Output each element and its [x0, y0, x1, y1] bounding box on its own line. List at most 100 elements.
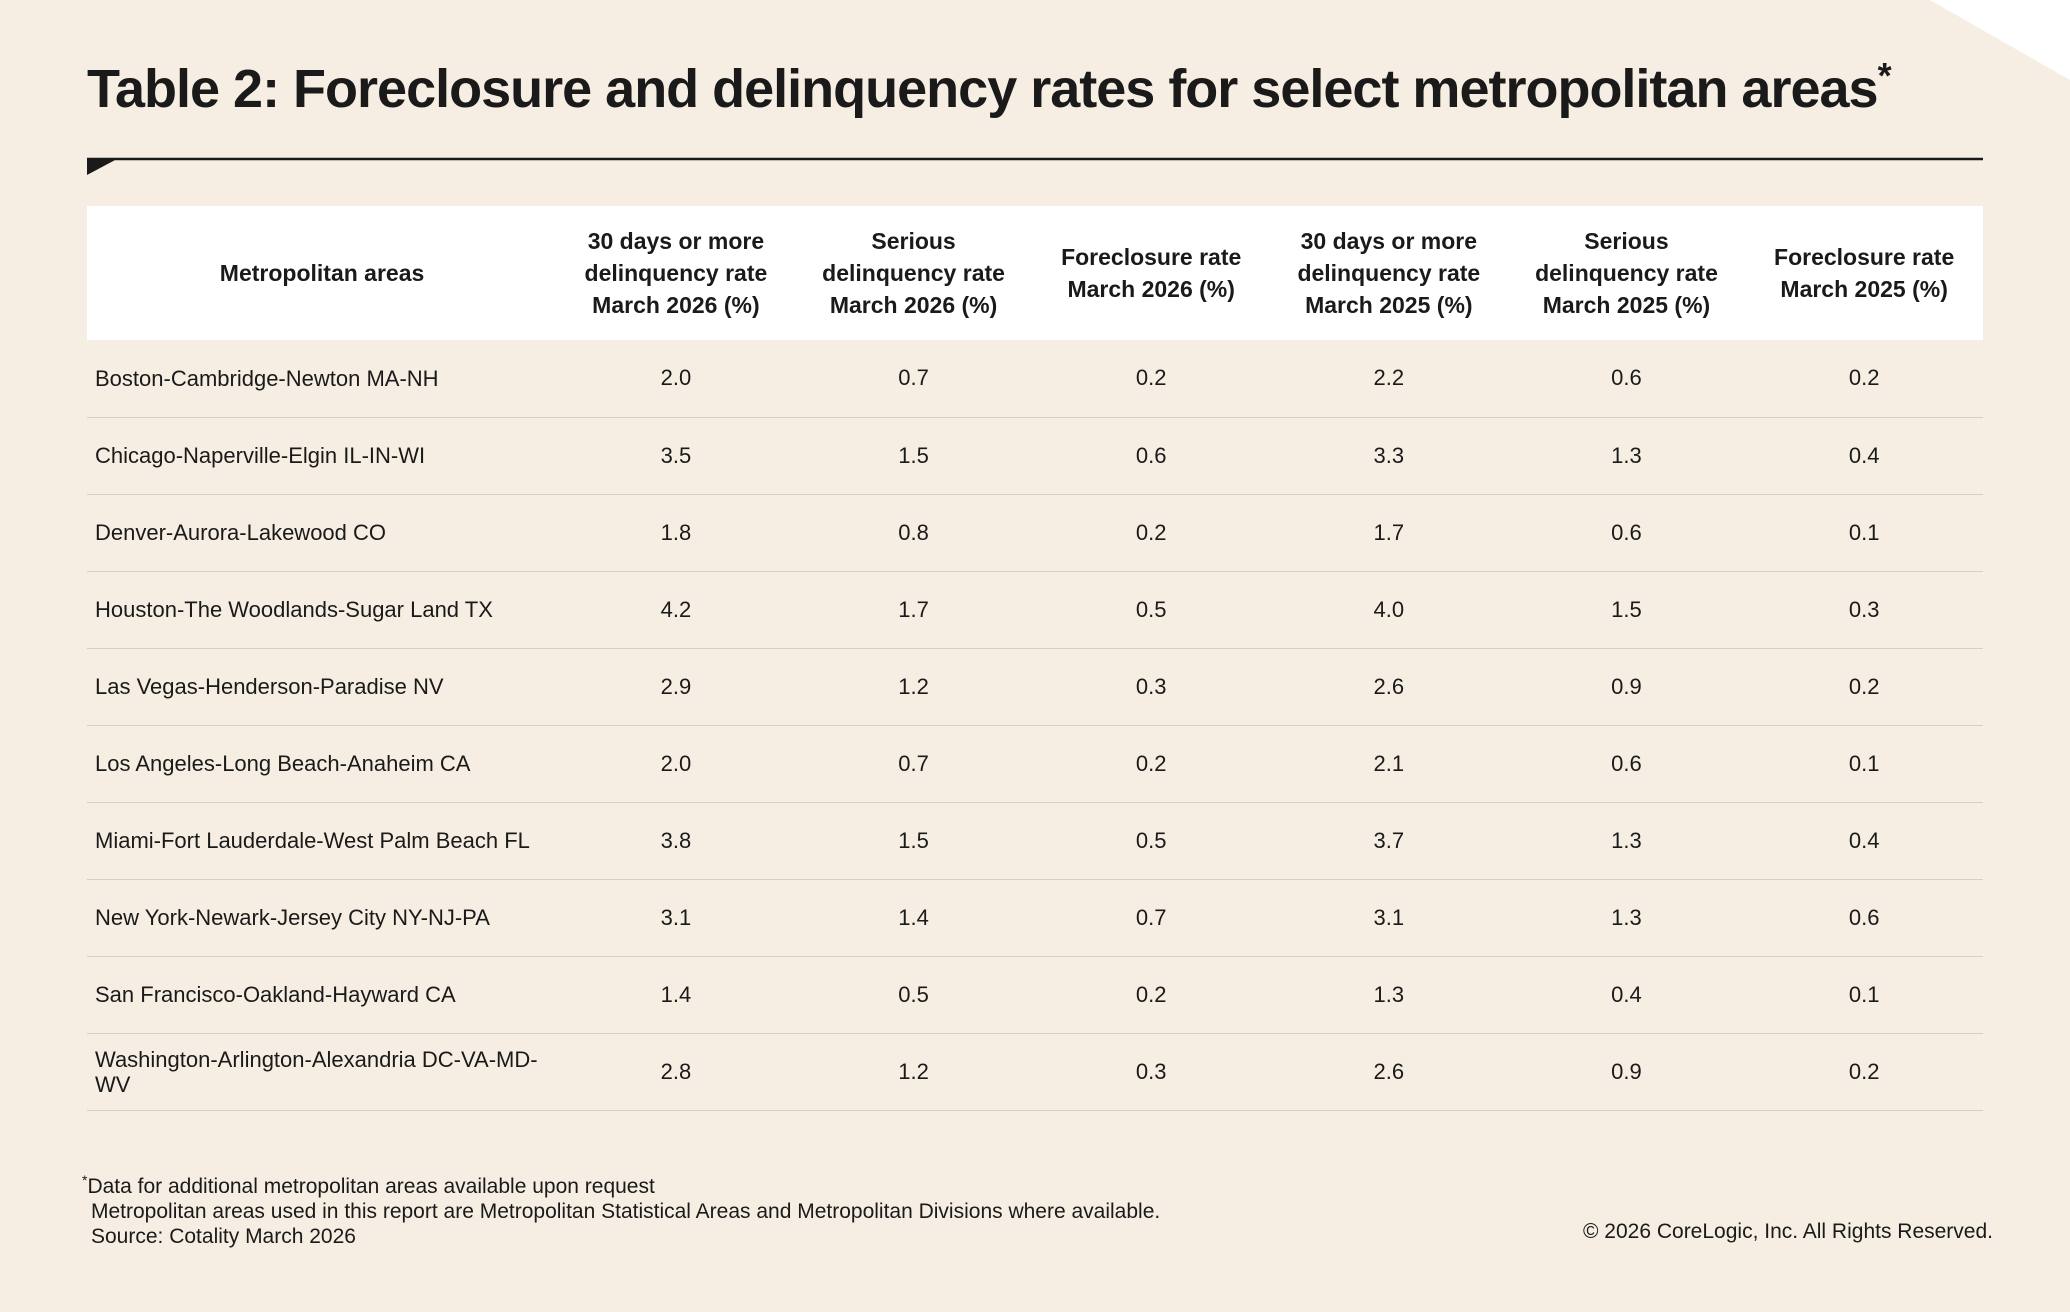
rate-cell: 1.2: [898, 1058, 929, 1084]
table-row: San Francisco-Oakland-Hayward CA 1.4 0.5 0.…: [87, 956, 1983, 1033]
rate-cell: 1.3: [1611, 904, 1642, 930]
rate-cell: 0.2: [1848, 673, 1880, 699]
rate-cell: 0.2: [1135, 750, 1167, 776]
table-row: Los Angeles-Long Beach-Anaheim CA 2.0 0.7 0…: [87, 725, 1983, 802]
rate-cell: 0.2: [1135, 981, 1167, 1007]
column-header-0: Metropolitan areas: [87, 206, 557, 340]
rate-cell: 4.0: [1373, 596, 1405, 622]
rate-cell: 0.5: [898, 981, 929, 1007]
table-row: Denver-Aurora-Lakewood CO 1.8 0.8 0.2 1.7 0.6…: [87, 494, 1983, 571]
rates-table-container: Metropolitan areas 30 days or more delinqu…: [87, 206, 1983, 1111]
title-text: Table 2: Foreclosure and delinquency rat…: [87, 59, 1879, 119]
rate-cell: 1.5: [1611, 596, 1642, 622]
rate-cell: 0.6: [1611, 365, 1642, 391]
table-row: Washington-Arlington-Alexandria DC-VA-MD…: [87, 1033, 1983, 1110]
rate-cell: 0.1: [1848, 981, 1880, 1007]
rate-cell: 1.4: [660, 981, 692, 1007]
column-header-3: Foreclosure rate March 2026 (%): [1032, 206, 1270, 340]
rate-cell: 2.0: [660, 365, 692, 391]
column-header-line: March 2026 (%): [592, 292, 760, 318]
page-title: Table 2: Foreclosure and delinquency rat…: [87, 55, 1892, 120]
rate-cell: 0.9: [1611, 673, 1642, 699]
table-row: Miami-Fort Lauderdale-West Palm Beach FL…: [87, 802, 1983, 879]
column-header-6: Foreclosure rate March 2025 (%): [1745, 206, 1983, 340]
rate-cell: 1.3: [1611, 827, 1642, 853]
metro-area-name: Boston-Cambridge-Newton MA-NH: [95, 365, 439, 391]
rate-cell: 1.2: [898, 673, 929, 699]
rate-cell: 0.4: [1848, 442, 1880, 468]
footnote-asterisk: *: [82, 1172, 88, 1188]
rate-cell: 0.9: [1611, 1058, 1642, 1084]
rate-cell: 0.4: [1611, 981, 1642, 1007]
rate-cell: 0.6: [1135, 442, 1167, 468]
rate-cell: 3.8: [660, 827, 692, 853]
column-header-line: Serious: [871, 228, 956, 254]
rate-cell: 3.3: [1373, 442, 1405, 468]
rate-cell: 0.3: [1135, 673, 1167, 699]
metro-area-name: New York-Newark-Jersey City NY-NJ-PA: [95, 905, 490, 930]
rate-cell: 0.2: [1135, 519, 1167, 545]
rate-cell: 0.3: [1135, 1058, 1167, 1084]
rate-cell: 1.5: [898, 442, 929, 468]
column-header-5: Serious delinquency rate March 2025 (%): [1508, 206, 1746, 340]
column-header-line: 30 days or more: [587, 228, 765, 254]
rate-cell: 3.5: [660, 442, 692, 468]
rate-cell: 0.2: [1848, 1058, 1880, 1084]
corner-decoration: [1930, 0, 2070, 80]
rate-cell: 3.1: [660, 904, 692, 930]
column-header-line: Foreclosure rate: [1774, 244, 1955, 270]
rate-cell: 0.2: [1848, 365, 1880, 391]
title-asterisk: *: [1877, 55, 1892, 96]
table-header: Metropolitan areas 30 days or more delinqu…: [87, 206, 1983, 340]
rate-cell: 0.5: [1135, 827, 1167, 853]
table-row: Boston-Cambridge-Newton MA-NH 2.0 0.7 0.2 2.…: [87, 340, 1983, 417]
rate-cell: 0.1: [1848, 519, 1880, 545]
footnotes: *Data for additional metropolitan areas …: [82, 1168, 1160, 1249]
rate-cell: 4.2: [660, 596, 692, 622]
column-header-line: March 2025 (%): [1780, 276, 1948, 302]
column-header-line: delinquency rate: [822, 260, 1005, 286]
rate-cell: 1.7: [898, 596, 929, 622]
rate-cell: 2.8: [660, 1058, 692, 1084]
rate-cell: 0.7: [1135, 904, 1167, 930]
column-header-1: 30 days or more delinquency rate March 202…: [557, 206, 795, 340]
copyright-notice: © 2026 CoreLogic, Inc. All Rights Reserv…: [1582, 1220, 1993, 1243]
column-header-line: delinquency rate: [1535, 260, 1718, 286]
column-header-line: Foreclosure rate: [1061, 244, 1242, 270]
column-header-line: March 2025 (%): [1542, 292, 1711, 318]
metro-area-name: Chicago-Naperville-Elgin IL-IN-WI: [95, 443, 426, 468]
column-header-4: 30 days or more delinquency rate March 202…: [1270, 206, 1508, 340]
rate-cell: 2.1: [1373, 750, 1405, 776]
column-header-line: Serious: [1584, 228, 1669, 254]
table-row: Houston-The Woodlands-Sugar Land TX 4.2 1.…: [87, 571, 1983, 648]
rate-cell: 2.0: [660, 750, 692, 776]
footnote-line-1: *Data for additional metropolitan areas …: [82, 1168, 1160, 1199]
rate-cell: 2.2: [1373, 365, 1405, 391]
rate-cell: 0.6: [1611, 750, 1642, 776]
rate-cell: 0.7: [898, 365, 929, 391]
metro-area-name: San Francisco-Oakland-Hayward CA: [95, 982, 456, 1007]
rate-cell: 0.6: [1848, 904, 1880, 930]
rate-cell: 3.1: [1373, 904, 1405, 930]
rate-cell: 2.9: [660, 673, 692, 699]
column-header-line: delinquency rate: [584, 260, 768, 286]
table-body: Boston-Cambridge-Newton MA-NH 2.0 0.7 0.2 2.…: [87, 340, 1983, 1110]
footnote-definition: Metropolitan areas used in this report a…: [91, 1200, 1161, 1223]
rate-cell: 3.7: [1373, 827, 1405, 853]
rate-cell: 0.6: [1611, 519, 1642, 545]
rate-cell: 0.2: [1135, 365, 1167, 391]
rate-cell: 0.3: [1848, 596, 1880, 622]
metro-area-name: Miami-Fort Lauderdale-West Palm Beach FL: [95, 828, 530, 853]
rates-table: Metropolitan areas 30 days or more delinqu…: [87, 206, 1983, 1111]
rate-cell: 0.5: [1135, 596, 1167, 622]
footnote-additional-data: Data for additional metropolitan areas a…: [87, 1175, 655, 1198]
rate-cell: 1.8: [660, 519, 692, 545]
rate-cell: 2.6: [1373, 1058, 1405, 1084]
rate-cell: 1.7: [1373, 519, 1405, 545]
column-header-line: March 2025 (%): [1305, 292, 1473, 318]
metro-area-name: Las Vegas-Henderson-Paradise NV: [95, 674, 444, 699]
table-row: Chicago-Naperville-Elgin IL-IN-WI 3.5 1.5 0…: [87, 417, 1983, 494]
column-header-line: Metropolitan areas: [219, 260, 425, 286]
metro-area-name: Los Angeles-Long Beach-Anaheim CA: [95, 751, 471, 776]
column-header-line: March 2026 (%): [1067, 276, 1235, 302]
